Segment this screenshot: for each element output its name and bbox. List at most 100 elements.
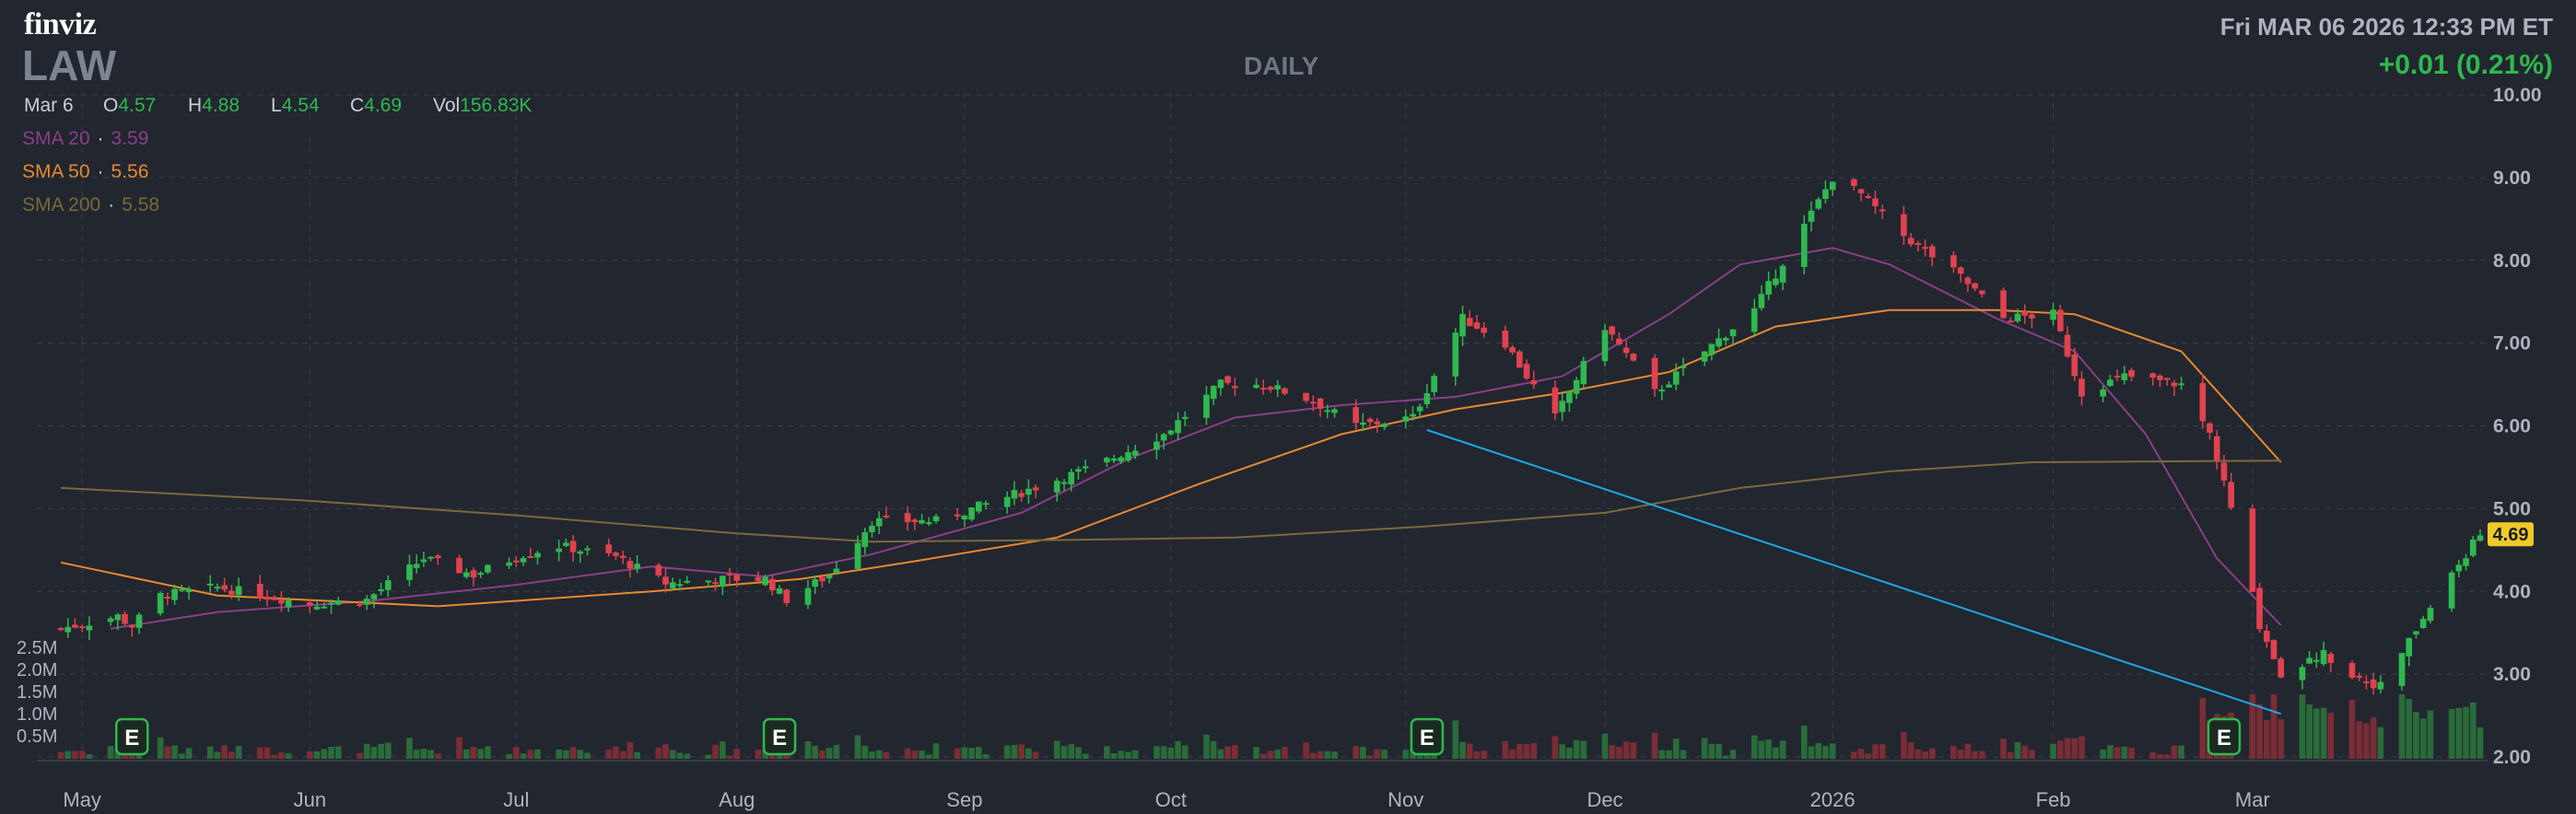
volume-bar bbox=[819, 750, 825, 759]
sma200-legend: SMA 200 · 5.58 bbox=[22, 194, 160, 215]
volume-bar bbox=[1466, 743, 1473, 759]
volume-bar bbox=[2306, 704, 2313, 759]
earnings-badge bbox=[2207, 717, 2242, 756]
candle-body bbox=[1025, 488, 1032, 495]
candle-body bbox=[854, 542, 861, 569]
candle-body bbox=[1729, 329, 1737, 337]
volume-bar bbox=[2014, 741, 2021, 759]
candle-body bbox=[2419, 619, 2427, 629]
volume-bar bbox=[2320, 707, 2327, 759]
volume-bar bbox=[961, 747, 968, 759]
candle-body bbox=[1011, 490, 1018, 499]
candle-body bbox=[321, 606, 328, 609]
candle-body bbox=[2455, 564, 2463, 572]
candle-body bbox=[2163, 378, 2171, 380]
candle-body bbox=[413, 564, 420, 568]
candle-body bbox=[57, 628, 64, 631]
candle-body bbox=[1907, 238, 1914, 245]
volume-bar bbox=[1481, 750, 1488, 759]
candle-body bbox=[1672, 371, 1680, 385]
candle-body bbox=[86, 625, 93, 631]
volume-bar bbox=[164, 746, 171, 759]
volume-bar bbox=[2064, 738, 2071, 759]
candle-body bbox=[1167, 430, 1175, 435]
candle-body bbox=[634, 564, 640, 569]
volume-bar bbox=[2029, 750, 2035, 759]
low-value: 4.54 bbox=[281, 95, 320, 116]
volume-bar bbox=[1217, 749, 1224, 759]
candle-body bbox=[235, 586, 242, 596]
candle-body bbox=[2413, 631, 2419, 634]
volume-bar bbox=[2121, 746, 2128, 759]
last-price-badge bbox=[2488, 522, 2534, 547]
candle-body bbox=[1822, 189, 1829, 199]
volume-bar bbox=[1658, 750, 1666, 759]
volume-bar bbox=[107, 746, 114, 759]
volume-bar bbox=[1374, 749, 1381, 759]
y-tick-label: 4.00 bbox=[2493, 581, 2531, 602]
volume-bar bbox=[1153, 746, 1160, 759]
candle-body bbox=[662, 576, 669, 585]
volume-bar bbox=[1622, 741, 1630, 759]
candle-body bbox=[556, 548, 562, 552]
candle-body bbox=[1402, 416, 1410, 422]
volume-bar bbox=[114, 749, 122, 759]
y-tick-label: 10.00 bbox=[2493, 85, 2542, 106]
candle-body bbox=[206, 583, 214, 586]
volume-bar bbox=[1331, 751, 1338, 759]
volume-bar bbox=[185, 748, 193, 759]
candle-body bbox=[982, 503, 989, 506]
finviz-logo[interactable]: finviz bbox=[24, 7, 97, 41]
volume-bar bbox=[1253, 747, 1259, 759]
candle-body bbox=[563, 542, 569, 547]
candle-body bbox=[1452, 332, 1459, 377]
candle-body bbox=[2207, 423, 2213, 433]
candle-body bbox=[485, 564, 491, 573]
candle-body bbox=[2348, 663, 2356, 678]
candle-body bbox=[221, 585, 228, 590]
candle-body bbox=[2071, 354, 2078, 377]
volume-bar bbox=[1181, 745, 1188, 759]
candle-body bbox=[932, 516, 940, 522]
volume-bar bbox=[86, 754, 93, 759]
candle-body bbox=[1267, 387, 1274, 390]
volume-tick-label: 1.0M bbox=[17, 704, 57, 725]
volume-bar bbox=[1360, 747, 1366, 759]
volume-bar bbox=[221, 745, 228, 759]
volume-bar bbox=[1857, 749, 1865, 759]
candle-body bbox=[470, 570, 477, 578]
earnings-badge bbox=[114, 717, 149, 756]
volume-bar bbox=[357, 752, 363, 759]
candle-body bbox=[1217, 379, 1224, 389]
candle-body bbox=[1374, 421, 1381, 424]
price-change: +0.01 (0.21%) bbox=[2378, 50, 2553, 80]
candle-body bbox=[2370, 680, 2377, 689]
candle-body bbox=[1580, 360, 1587, 385]
ohlc-volume: Vol156.83K bbox=[433, 95, 532, 117]
trend-line bbox=[1426, 429, 2282, 715]
candle-body bbox=[1566, 391, 1573, 403]
volume-bar bbox=[904, 748, 911, 759]
candle-body bbox=[1274, 385, 1282, 390]
candle-body bbox=[1523, 364, 1530, 379]
volume-bar bbox=[2249, 694, 2256, 759]
volume-bars bbox=[57, 694, 2484, 759]
candle-body bbox=[619, 555, 626, 558]
candle-body bbox=[1075, 469, 1082, 472]
volume-bar bbox=[1303, 742, 1309, 759]
volume-bar bbox=[1972, 750, 1978, 759]
volume-bar bbox=[171, 745, 178, 759]
candle-body bbox=[313, 606, 321, 610]
candle-body bbox=[2270, 640, 2277, 659]
timeframe-label: DAILY bbox=[1244, 52, 1319, 80]
candle-body bbox=[1317, 398, 1324, 409]
candle-body bbox=[1416, 406, 1423, 412]
volume-tick-label: 2.0M bbox=[17, 660, 57, 680]
candle-body bbox=[171, 588, 178, 600]
candle-body bbox=[2263, 631, 2270, 643]
candle-body bbox=[1466, 318, 1473, 327]
y-tick-label: 3.00 bbox=[2493, 664, 2531, 685]
volume-bar bbox=[512, 747, 520, 759]
earnings-label: E bbox=[124, 726, 139, 750]
